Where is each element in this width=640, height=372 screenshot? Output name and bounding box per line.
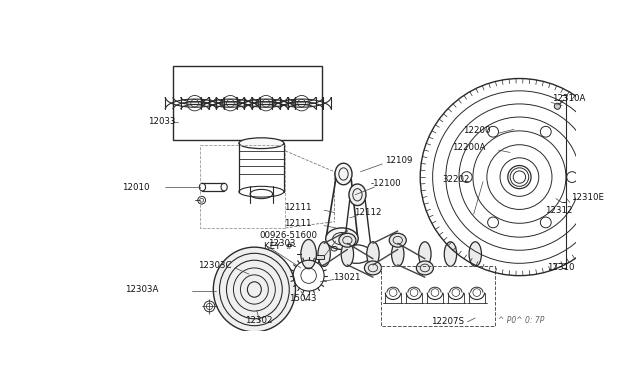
- Ellipse shape: [301, 240, 316, 269]
- Text: 15043: 15043: [289, 294, 317, 303]
- Ellipse shape: [392, 242, 404, 266]
- Text: 12112: 12112: [353, 208, 381, 217]
- Text: 12109: 12109: [385, 155, 412, 165]
- Bar: [381, 266, 495, 327]
- Ellipse shape: [239, 138, 284, 148]
- Text: 12200: 12200: [463, 126, 490, 135]
- Ellipse shape: [444, 242, 457, 266]
- Ellipse shape: [213, 247, 296, 332]
- Text: 12310E: 12310E: [571, 193, 604, 202]
- Text: 12310A: 12310A: [552, 94, 586, 103]
- Bar: [200, 145, 285, 228]
- Ellipse shape: [469, 242, 481, 266]
- Ellipse shape: [364, 261, 381, 275]
- Text: 12111: 12111: [284, 219, 311, 228]
- Ellipse shape: [326, 228, 358, 250]
- Text: 12303C: 12303C: [198, 261, 231, 270]
- Text: 12310: 12310: [547, 263, 574, 272]
- Ellipse shape: [339, 233, 356, 247]
- Text: 12303: 12303: [268, 239, 295, 248]
- Text: 12111: 12111: [284, 203, 311, 212]
- Text: 13021: 13021: [333, 273, 361, 282]
- Text: 12010: 12010: [122, 183, 149, 192]
- Text: -12100: -12100: [371, 179, 401, 188]
- Ellipse shape: [318, 242, 330, 266]
- Text: 12302: 12302: [245, 316, 273, 325]
- Bar: [316, 255, 324, 259]
- Ellipse shape: [335, 163, 352, 185]
- Text: 12312: 12312: [545, 206, 573, 215]
- Text: ^ P0^ 0: 7P: ^ P0^ 0: 7P: [499, 316, 545, 325]
- Ellipse shape: [367, 242, 379, 266]
- Text: 12033: 12033: [148, 117, 176, 126]
- Text: 12303A: 12303A: [125, 285, 158, 294]
- Ellipse shape: [623, 182, 632, 187]
- Text: KEY  #-: KEY #-: [264, 242, 296, 251]
- Text: 12207S: 12207S: [431, 317, 464, 326]
- Ellipse shape: [389, 233, 406, 247]
- Ellipse shape: [419, 242, 431, 266]
- Circle shape: [554, 103, 561, 109]
- Ellipse shape: [417, 261, 433, 275]
- Text: 32202: 32202: [443, 175, 470, 184]
- Text: 12200A: 12200A: [452, 142, 485, 151]
- Ellipse shape: [349, 184, 366, 206]
- Bar: [173, 66, 322, 140]
- Ellipse shape: [341, 242, 353, 266]
- Text: 00926-51600: 00926-51600: [260, 231, 318, 240]
